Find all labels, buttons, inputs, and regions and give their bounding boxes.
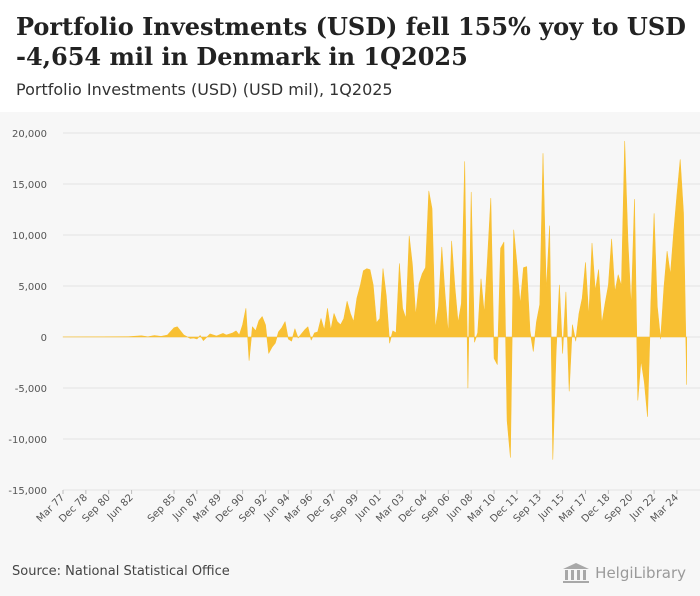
y-tick-label: 0: [41, 333, 47, 344]
y-tick-label: 15,000: [12, 180, 47, 191]
chart-title: Portfolio Investments (USD) fell 155% yo…: [16, 12, 686, 72]
source-note: Source: National Statistical Office: [12, 564, 230, 579]
y-tick-label: -10,000: [8, 435, 47, 446]
y-tick-label: 5,000: [18, 282, 47, 293]
library-columns-icon: [561, 562, 591, 584]
y-tick-label: -15,000: [8, 486, 47, 497]
series-area-group: [63, 141, 687, 459]
y-tick-label: -5,000: [15, 384, 47, 395]
area-chart: 20,000 15,000 10,000 5,000 0 -5,000 -10,000 -15…: [0, 112, 700, 552]
y-axis: 20,000 15,000 10,000 5,000 0 -5,000 -10,000 -15…: [8, 129, 47, 497]
footer: Source: National Statistical Office Helg…: [0, 552, 700, 596]
header: Portfolio Investments (USD) fell 155% yo…: [0, 0, 700, 112]
x-tick-label: Sep 85: [146, 492, 178, 524]
y-tick-label: 20,000: [12, 129, 47, 140]
y-tick-label: 10,000: [12, 231, 47, 242]
chart-subtitle: Portfolio Investments (USD) (USD mil), 1…: [16, 80, 393, 99]
series-area: [63, 141, 687, 459]
brand-logo[interactable]: HelgiLibrary: [561, 562, 686, 584]
brand-name: HelgiLibrary: [595, 564, 686, 582]
